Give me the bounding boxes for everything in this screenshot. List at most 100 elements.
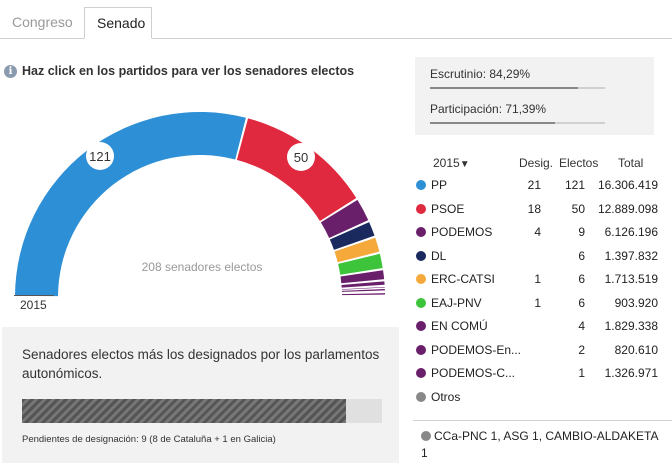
participacion-bar-fill <box>430 122 555 124</box>
party-name: EAJ-PNV <box>431 295 482 310</box>
tab-congreso[interactable]: Congreso <box>12 14 73 30</box>
seat-arc[interactable] <box>320 199 369 238</box>
center-label: 208 senadores electos <box>142 260 263 274</box>
party-electos: 1 <box>578 366 585 380</box>
escrutinio-label: Escrutinio: 84,29% <box>430 67 531 81</box>
others-panel: CCa-PNC 1, ASG 1, CAMBIO-ALDAKETA 1 <box>413 420 672 467</box>
party-electos: 6 <box>578 248 585 263</box>
party-name: ERC-CATSI <box>431 272 495 286</box>
party-total: 1.397.832 <box>604 248 658 263</box>
year-selector[interactable]: 2015▼ <box>433 156 470 170</box>
party-total: 1.829.338 <box>604 319 658 333</box>
party-desig: 21 <box>527 178 541 192</box>
pp-seat-label: 121 <box>86 142 114 170</box>
party-name: PSOE <box>431 201 465 216</box>
party-color-dot <box>416 391 426 402</box>
party-desig: 4 <box>534 225 541 239</box>
chamber-tabs: Congreso Senado <box>0 0 672 39</box>
party-total: 16.306.419 <box>597 178 658 192</box>
party-name: PP <box>431 178 448 192</box>
party-electos: 6 <box>578 272 585 286</box>
designation-text: Senadores electos más los designados por… <box>22 347 380 381</box>
seat-arc[interactable] <box>338 253 383 275</box>
party-total: 1.713.519 <box>604 272 658 286</box>
stats-panel: Escrutinio: 84,29% Participación: 71,39% <box>415 57 654 135</box>
party-total: 12.889.098 <box>597 201 658 216</box>
tab-senado[interactable]: Senado <box>84 7 152 39</box>
instruction-text: Haz click en los partidos para ver los s… <box>22 64 355 78</box>
seat-arc[interactable] <box>334 237 380 263</box>
table-row[interactable]: EN COMÚ 4 1.829.338 <box>413 315 663 339</box>
seat-arc[interactable] <box>340 270 385 284</box>
escrutinio-bar-fill <box>430 87 578 89</box>
table-row[interactable]: PODEMOS-C... 1 1.326.971 <box>413 362 663 386</box>
party-name: EN COMÚ <box>431 319 488 333</box>
party-total: 6.126.196 <box>604 225 658 239</box>
party-color-dot <box>416 321 426 331</box>
party-color-dot <box>416 344 426 355</box>
table-row[interactable]: ERC-CATSI 1 6 1.713.519 <box>413 268 663 292</box>
table-row[interactable]: PODEMOS-En... 2 820.610 <box>413 339 663 363</box>
results-table: 2015▼ Desig. Electos Total PP 21 121 16.306… <box>413 152 663 409</box>
seat-arc[interactable] <box>15 112 246 297</box>
designation-panel: Senadores electos más los designados por… <box>2 327 399 463</box>
party-electos: 50 <box>571 201 585 216</box>
party-name: PODEMOS-En... <box>431 342 522 357</box>
col-header-desig: Desig. <box>519 156 554 170</box>
table-row[interactable]: EAJ-PNV 1 6 903.920 <box>413 292 663 316</box>
table-row[interactable]: PSOE 18 50 12.889.098 <box>413 198 663 222</box>
table-header: 2015▼ Desig. Electos Total <box>413 152 663 174</box>
table-row[interactable]: Otros <box>413 386 663 410</box>
seat-arc-other[interactable] <box>341 293 385 296</box>
pp-seat-count: 121 <box>89 149 111 164</box>
hemicycle-chart: 121 50 208 senadores electos <box>15 112 385 297</box>
seat-arc-other[interactable] <box>341 291 385 294</box>
col-header-total: Total <box>618 156 644 170</box>
table-row[interactable]: PP 21 121 16.306.419 <box>413 174 663 198</box>
party-electos: 2 <box>578 342 585 357</box>
seat-arc[interactable] <box>341 286 385 290</box>
party-electos: 6 <box>578 295 585 310</box>
party-name: PODEMOS <box>431 225 493 239</box>
seat-arc[interactable] <box>341 281 385 288</box>
others-text: CCa-PNC 1, ASG 1, CAMBIO-ALDAKETA 1 <box>421 429 658 460</box>
party-total: 1.326.971 <box>604 366 658 380</box>
party-electos: 4 <box>578 319 585 333</box>
table-body: PP 21 121 16.306.419 PSOE 18 50 12.889.098 PODEM… <box>413 174 663 409</box>
party-name: PODEMOS-C... <box>431 366 516 380</box>
party-total: 820.610 <box>614 342 658 357</box>
party-desig: 1 <box>534 295 541 310</box>
year-selector-value: 2015 <box>433 156 460 170</box>
seat-arc[interactable] <box>329 222 375 250</box>
party-desig: 1 <box>534 272 541 286</box>
participacion-bar <box>430 122 605 124</box>
escrutinio-bar <box>430 87 605 89</box>
designation-progress <box>22 399 382 423</box>
instruction: i Haz click en los partidos para ver los… <box>4 64 354 78</box>
seat-arc-other[interactable] <box>341 288 385 292</box>
party-name: Otros <box>431 389 461 404</box>
psoe-seat-label: 50 <box>287 143 315 171</box>
tabs-divider <box>0 38 672 39</box>
party-color-dot <box>416 274 426 284</box>
party-electos: 121 <box>564 178 585 192</box>
others-dot <box>421 431 431 441</box>
party-electos: 9 <box>578 225 585 239</box>
psoe-seat-count: 50 <box>294 150 308 165</box>
chart-year: 2015 <box>20 298 47 312</box>
party-desig: 18 <box>527 201 541 216</box>
table-row[interactable]: DL 6 1.397.832 <box>413 245 663 269</box>
party-color-dot <box>416 368 426 378</box>
party-color-dot <box>416 297 426 308</box>
info-icon: i <box>4 64 17 78</box>
designation-progress-fill <box>22 399 346 423</box>
party-color-dot <box>416 180 426 190</box>
others-text-wrap: CCa-PNC 1, ASG 1, CAMBIO-ALDAKETA 1 <box>421 428 666 462</box>
party-color-dot <box>416 203 426 214</box>
designation-note: Pendientes de designación: 9 (8 de Catal… <box>22 434 276 445</box>
others-divider <box>413 420 672 421</box>
col-header-electos: Electos <box>559 156 599 170</box>
table-row[interactable]: PODEMOS 4 9 6.126.196 <box>413 221 663 245</box>
party-color-dot <box>416 227 426 237</box>
seat-arc-other[interactable] <box>341 295 385 297</box>
